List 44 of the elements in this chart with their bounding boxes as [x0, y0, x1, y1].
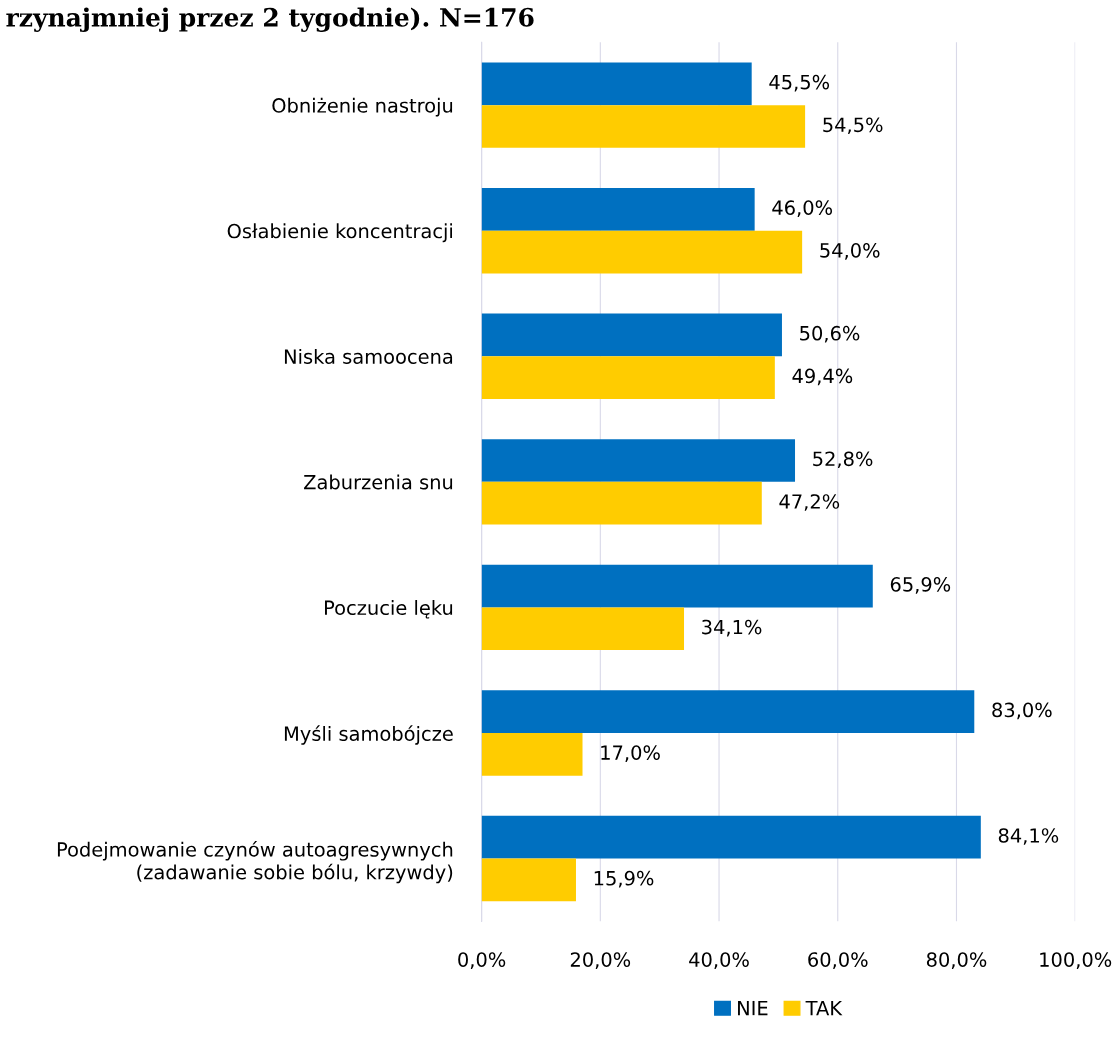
data-label: 47,2% [779, 494, 840, 511]
bar [481, 62, 752, 106]
bar [481, 313, 782, 357]
data-label: 34,1% [702, 619, 762, 637]
bar [481, 439, 796, 482]
text: rzynajmniej przez 2 tygodnie). N=176 [6, 7, 534, 32]
bar [481, 815, 981, 859]
data-label: 54,5% [823, 117, 883, 135]
bar [481, 858, 576, 902]
x-tick-label: 20,0% [570, 952, 631, 969]
data-label: 15,9% [594, 870, 654, 888]
data-label: 46,0% [772, 200, 833, 217]
data-label: 45,5% [769, 74, 830, 92]
legend-label: NIE [738, 1000, 768, 1016]
x-tick-label: 0,0% [458, 952, 506, 969]
bar [481, 230, 803, 274]
data-label: 17,0% [601, 745, 660, 762]
data-label: 65,9% [890, 577, 951, 594]
bar [481, 732, 583, 776]
legend-label: TAK [805, 1000, 843, 1016]
x-tick-label: 100,0% [1040, 952, 1112, 969]
data-label: 83,0% [992, 702, 1052, 720]
data-label: 84,1% [998, 828, 1059, 845]
y-tick-label: Obniżenie nastroju [272, 97, 453, 117]
y-tick-label: Osłabienie koncentracji [227, 223, 452, 243]
y-tick-label: Niska samoocena [284, 348, 453, 364]
bar [481, 690, 975, 733]
data-label: 54,0% [820, 242, 880, 260]
y-tick-label: Poczucie lęku [325, 600, 453, 619]
bar [481, 105, 806, 148]
y-tick-label: Myśli samobójcze [284, 725, 453, 745]
x-tick-label: 60,0% [808, 952, 868, 969]
bar [481, 564, 873, 608]
x-tick-label: 40,0% [689, 952, 749, 969]
bar [481, 607, 685, 651]
data-label: 50,6% [800, 325, 860, 343]
bar [481, 481, 762, 525]
data-label: 52,8% [813, 451, 873, 469]
data-label: 49,4% [792, 368, 853, 386]
y-tick-label: Zaburzenia snu [304, 474, 453, 490]
y-tick-label: Podejmowanie czynów autoagresywnych (zadawanie sobie bólu, krzywdy) [57, 840, 453, 884]
bar [481, 356, 775, 399]
x-tick-label: 80,0% [926, 952, 987, 969]
bar [481, 188, 755, 231]
